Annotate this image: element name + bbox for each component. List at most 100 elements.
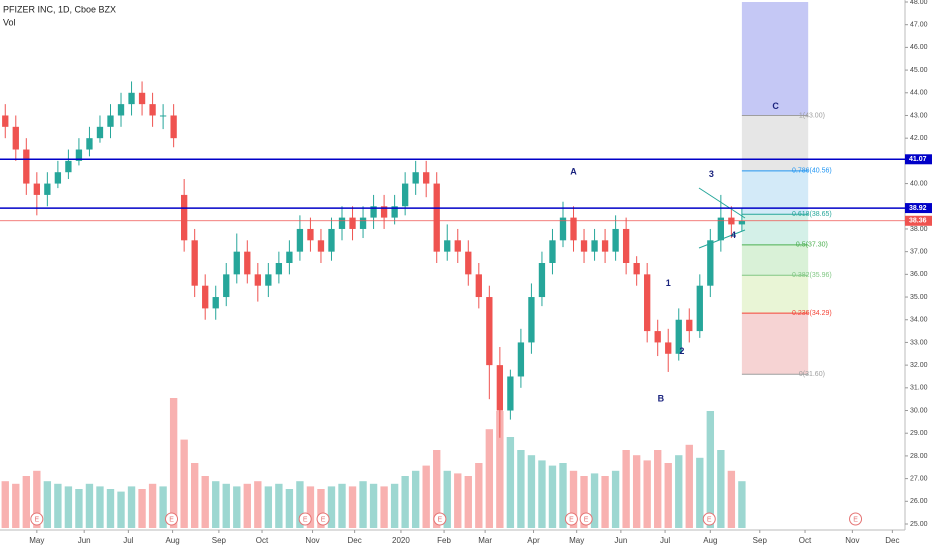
y-tick-label: 27.00 (910, 475, 928, 482)
earnings-label: E (853, 516, 858, 523)
volume-bar (348, 486, 357, 528)
candle-body (717, 217, 724, 241)
fib-band (741, 313, 809, 375)
volume-bar (464, 476, 472, 528)
candle-body (401, 183, 409, 207)
volume-bar (643, 460, 651, 528)
y-tick-label: 40.00 (910, 180, 928, 187)
triangle-line (698, 187, 746, 219)
candle-body (254, 274, 261, 286)
candle-body (2, 115, 9, 127)
volume-bar (706, 411, 715, 528)
y-tick-label: 32.00 (910, 362, 928, 369)
x-tick-label: May (29, 536, 44, 545)
volume-bar (243, 483, 251, 528)
volume-bar (190, 463, 199, 528)
volume-bar (506, 437, 515, 528)
volume-bar (296, 481, 304, 528)
candle-body (654, 331, 661, 343)
x-tick-label: Nov (305, 536, 319, 545)
volume-bar (454, 473, 462, 528)
candle-body (75, 149, 83, 161)
wave-label: A (570, 167, 577, 177)
y-tick-label: 46.00 (910, 44, 928, 51)
candle-body (233, 251, 240, 275)
y-tick-label: 48.00 (910, 0, 928, 6)
volume-bar (327, 486, 336, 528)
candle-body (612, 228, 619, 252)
candle-body (591, 240, 598, 252)
volume-bar (611, 470, 620, 528)
volume-bar (654, 450, 662, 528)
chart-title: PFIZER INC, 1D, Cboe BZX (3, 4, 116, 14)
earnings-label: E (584, 516, 589, 523)
candle-body (475, 274, 482, 298)
wave-label: 4 (731, 230, 736, 240)
candle-body (486, 297, 493, 366)
volume-bar (390, 483, 399, 528)
x-tick-label: Oct (799, 536, 812, 545)
earnings-marker (702, 512, 716, 526)
candle-body (212, 297, 219, 309)
volume-bar (675, 455, 683, 528)
volume-bar (369, 483, 378, 528)
volume-bar (717, 450, 725, 528)
x-tick-label: Apr (527, 536, 540, 545)
candle-body (107, 115, 114, 127)
candle-body (159, 115, 167, 117)
volume-bar (12, 483, 20, 528)
x-tick-label: Jul (660, 536, 670, 545)
y-tick-label: 26.00 (910, 498, 928, 505)
fib-top-band (741, 2, 809, 116)
candle-body (149, 104, 156, 116)
earnings-marker (564, 512, 578, 526)
candle-body (528, 297, 535, 343)
candle-body (433, 183, 440, 252)
candle-body (223, 274, 230, 298)
earnings-label: E (34, 516, 39, 523)
x-tick-label: Dec (348, 536, 362, 545)
x-tick-label: Aug (165, 536, 179, 545)
candle-body (707, 240, 714, 286)
earnings-marker (30, 512, 44, 526)
volume-bar (433, 450, 441, 528)
volume-bar (138, 489, 146, 528)
volume-bar (33, 470, 41, 528)
fib-band (741, 244, 809, 276)
volume-bar (233, 486, 241, 528)
volume-bar (254, 481, 262, 528)
volume-bar (106, 489, 115, 528)
volume-bar (696, 457, 704, 528)
volume-bar (317, 489, 325, 528)
candle-body (496, 365, 504, 411)
earnings-label: E (321, 516, 326, 523)
y-tick-label: 36.00 (910, 271, 928, 278)
candle-body (549, 240, 556, 263)
earnings-marker (579, 512, 593, 526)
y-tick-label: 25.00 (910, 521, 928, 528)
volume-bar (632, 455, 641, 528)
candle-body (128, 92, 135, 105)
x-tick-label: Dec (885, 536, 899, 545)
candle-body (380, 206, 388, 218)
x-tick-label: Mar (478, 536, 492, 545)
y-tick-label: 30.00 (910, 407, 928, 414)
y-tick-label: 47.00 (910, 22, 928, 29)
volume-bar (75, 489, 83, 528)
candle-body (622, 228, 630, 263)
earnings-marker (849, 512, 863, 526)
candle-body (538, 263, 546, 298)
volume-bar (380, 486, 388, 528)
volume-bar (422, 465, 430, 528)
volume-bar (222, 483, 230, 528)
y-tick-label: 45.00 (910, 67, 928, 74)
y-tick-label: 29.00 (910, 430, 928, 437)
y-tick-label: 31.00 (910, 385, 928, 392)
candle-body (44, 183, 51, 195)
x-tick-label: Oct (256, 536, 269, 545)
volume-bar (275, 483, 283, 528)
x-tick-label: Sep (212, 536, 227, 545)
volume-bar (559, 463, 567, 528)
volume-bar (738, 481, 746, 528)
